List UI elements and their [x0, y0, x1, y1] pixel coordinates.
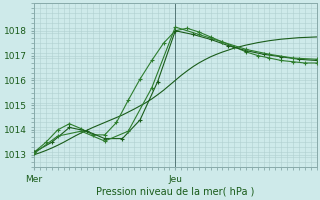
X-axis label: Pression niveau de la mer( hPa ): Pression niveau de la mer( hPa ): [96, 187, 254, 197]
